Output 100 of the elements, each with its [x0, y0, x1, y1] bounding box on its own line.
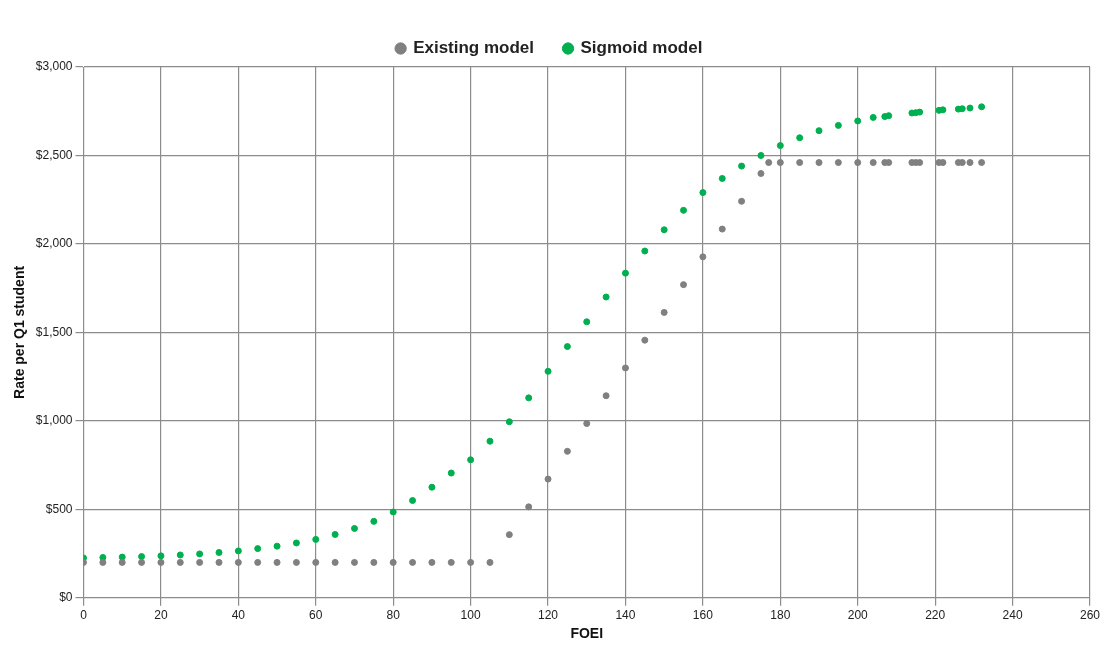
- point: [312, 558, 320, 566]
- point: [138, 553, 146, 561]
- point: [757, 170, 765, 178]
- point: [467, 558, 475, 566]
- point: [885, 159, 893, 167]
- point: [641, 336, 649, 344]
- point: [563, 343, 571, 351]
- point: [869, 159, 877, 167]
- point: [525, 503, 533, 511]
- x-tick-label: 80: [386, 608, 401, 623]
- x-tick-label: 200: [847, 608, 869, 623]
- point: [680, 281, 688, 289]
- point: [234, 547, 242, 555]
- point: [757, 151, 765, 159]
- point: [978, 159, 986, 167]
- point: [885, 112, 893, 120]
- point: [312, 535, 320, 543]
- point: [157, 552, 165, 560]
- x-tick-label: 140: [615, 608, 636, 623]
- point: [118, 558, 126, 566]
- y-tick-label: $1,500: [35, 324, 73, 339]
- point: [939, 106, 947, 114]
- legend-label: Sigmoid model: [580, 38, 703, 58]
- legend-label: Existing model: [413, 38, 535, 58]
- x-tick-label: 260: [1079, 608, 1101, 623]
- x-tick-label: 100: [460, 608, 481, 623]
- point: [916, 159, 924, 167]
- point: [176, 551, 184, 559]
- y-tick-label: $1,000: [35, 413, 73, 428]
- x-tick-label: 220: [925, 608, 946, 623]
- point: [916, 108, 924, 116]
- x-tick-label: 120: [538, 608, 559, 623]
- point: [544, 475, 552, 483]
- point: [428, 558, 436, 566]
- x-tick-label: 180: [770, 608, 791, 623]
- y-tick-label: $3,000: [35, 59, 73, 74]
- point: [966, 104, 974, 112]
- point: [583, 318, 591, 326]
- point: [641, 247, 649, 255]
- point: [699, 189, 707, 197]
- point: [273, 558, 281, 566]
- point: [834, 159, 842, 167]
- point: [370, 517, 378, 525]
- x-tick-label: 160: [692, 608, 714, 623]
- x-axis-title: FOEI: [570, 625, 604, 642]
- x-tick-label: 0: [80, 608, 88, 623]
- point: [273, 542, 281, 550]
- point: [966, 159, 974, 167]
- point: [118, 553, 126, 561]
- point: [389, 508, 397, 516]
- point: [602, 392, 610, 400]
- point: [254, 545, 262, 553]
- x-tick-label: 20: [154, 608, 168, 623]
- point: [738, 197, 746, 205]
- y-axis-title: Rate per Q1 student: [11, 265, 28, 399]
- y-tick-label: $2,000: [35, 236, 73, 251]
- point: [350, 558, 358, 566]
- y-tick-label: $500: [45, 501, 73, 516]
- point: [621, 364, 629, 372]
- point: [350, 524, 358, 532]
- y-tick-label: $0: [59, 590, 73, 605]
- point: [467, 456, 475, 464]
- point: [815, 127, 823, 135]
- point: [738, 162, 746, 170]
- point: [505, 418, 513, 426]
- point: [409, 558, 417, 566]
- point: [99, 558, 107, 566]
- point: [370, 558, 378, 566]
- point: [157, 558, 165, 566]
- point: [621, 269, 629, 277]
- point: [660, 226, 668, 234]
- point: [869, 113, 877, 121]
- x-tick-label: 40: [231, 608, 246, 623]
- point: [138, 558, 146, 566]
- point: [718, 225, 726, 233]
- point: [699, 253, 707, 261]
- point: [525, 394, 533, 402]
- point: [718, 174, 726, 182]
- x-tick-label: 60: [309, 608, 323, 623]
- point: [196, 558, 204, 566]
- point: [292, 558, 300, 566]
- point: [796, 134, 804, 142]
- y-tick-label: $2,500: [35, 147, 73, 162]
- point: [234, 558, 242, 566]
- point: [409, 496, 417, 504]
- point: [331, 530, 339, 538]
- point: [815, 159, 823, 167]
- point: [765, 159, 773, 167]
- point: [854, 117, 862, 125]
- point: [978, 103, 986, 111]
- point: [215, 549, 223, 557]
- point: [583, 420, 591, 428]
- point: [776, 159, 784, 167]
- point: [254, 558, 262, 566]
- point: [834, 121, 842, 129]
- point: [602, 293, 610, 301]
- x-tick-label: 240: [1002, 608, 1023, 623]
- point: [660, 308, 668, 316]
- point: [486, 558, 494, 566]
- point: [776, 142, 784, 150]
